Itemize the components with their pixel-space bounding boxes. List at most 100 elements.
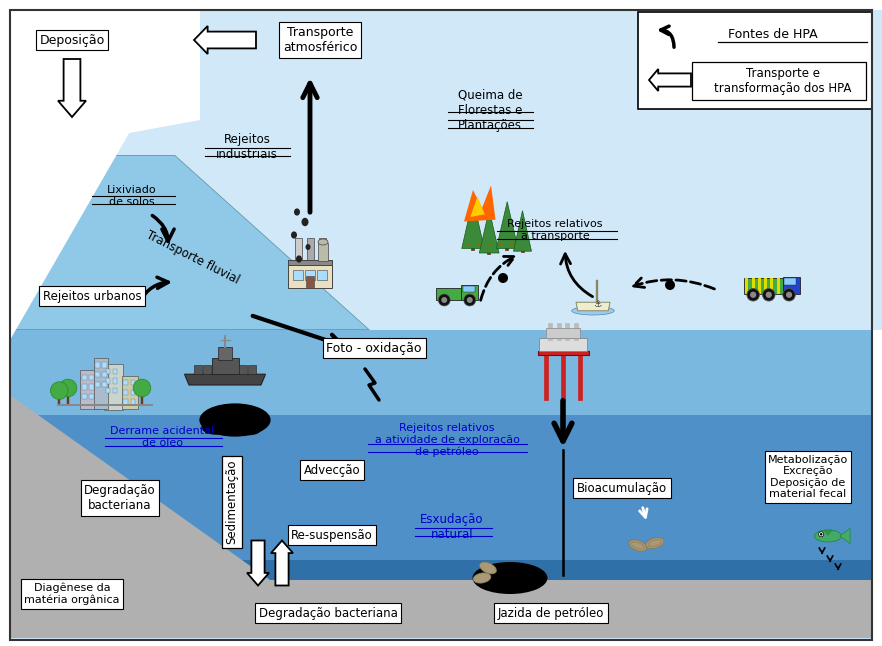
Bar — [93, 358, 108, 409]
Bar — [758, 278, 761, 294]
Text: Fontes de HPA: Fontes de HPA — [729, 28, 818, 41]
Circle shape — [50, 382, 68, 399]
Bar — [82, 394, 86, 399]
Ellipse shape — [477, 243, 481, 245]
Bar — [212, 358, 238, 374]
Polygon shape — [649, 69, 691, 91]
Text: Foto - oxidação: Foto - oxidação — [326, 342, 422, 355]
Bar — [546, 328, 580, 338]
Bar — [10, 580, 872, 638]
Text: Rejeitos
industriais: Rejeitos industriais — [216, 133, 278, 161]
Bar — [436, 288, 461, 300]
Text: Degradação
bacteriana: Degradação bacteriana — [84, 484, 156, 512]
Circle shape — [786, 291, 792, 298]
Bar — [218, 347, 232, 360]
Ellipse shape — [572, 306, 614, 315]
Circle shape — [750, 291, 756, 298]
Text: ⚓: ⚓ — [593, 300, 602, 309]
Bar — [461, 285, 478, 300]
Polygon shape — [464, 185, 496, 222]
Text: Rejeitos urbanos: Rejeitos urbanos — [42, 289, 141, 302]
Bar — [293, 270, 303, 280]
Circle shape — [783, 289, 796, 301]
Circle shape — [498, 273, 508, 283]
Bar — [122, 375, 138, 409]
Bar — [131, 380, 135, 385]
Ellipse shape — [237, 424, 261, 435]
Bar — [239, 365, 247, 374]
Polygon shape — [479, 210, 499, 253]
Text: Transporte
atmosférico: Transporte atmosférico — [283, 26, 357, 54]
Polygon shape — [184, 374, 265, 385]
Bar — [95, 382, 100, 387]
Ellipse shape — [199, 403, 271, 437]
Bar — [95, 372, 100, 377]
Ellipse shape — [291, 231, 297, 238]
Bar — [784, 278, 796, 286]
Bar — [106, 369, 110, 374]
Circle shape — [133, 379, 151, 397]
Bar — [82, 375, 86, 380]
Bar — [295, 238, 302, 263]
Bar — [123, 390, 128, 395]
Bar — [106, 388, 110, 393]
Circle shape — [441, 297, 447, 303]
Bar — [638, 12, 872, 109]
Text: Lixiviado
de solos: Lixiviado de solos — [108, 185, 157, 207]
Text: Advecção: Advecção — [303, 463, 361, 477]
Bar — [783, 277, 800, 294]
Ellipse shape — [202, 421, 230, 435]
Bar — [113, 369, 117, 374]
Bar — [89, 384, 93, 390]
Polygon shape — [513, 211, 532, 251]
Polygon shape — [271, 541, 293, 585]
Polygon shape — [10, 10, 882, 330]
Ellipse shape — [814, 530, 841, 542]
Bar — [102, 382, 107, 387]
Text: Jazida de petróleo: Jazida de petróleo — [497, 607, 604, 620]
Bar — [317, 270, 327, 280]
Bar — [56, 404, 153, 406]
Polygon shape — [10, 155, 370, 330]
Ellipse shape — [499, 243, 503, 245]
Ellipse shape — [480, 562, 497, 574]
Polygon shape — [10, 10, 200, 155]
Polygon shape — [497, 202, 518, 249]
Ellipse shape — [646, 537, 664, 548]
Text: Rejeitos relativos
a transporte: Rejeitos relativos a transporte — [507, 219, 602, 241]
Bar — [89, 375, 93, 380]
Text: Metabolização
Excreção
Deposição de
material fecal: Metabolização Excreção Deposição de mate… — [768, 455, 848, 499]
Polygon shape — [10, 10, 200, 340]
Ellipse shape — [489, 243, 492, 245]
Bar — [123, 380, 128, 385]
Bar — [10, 415, 872, 560]
Bar — [80, 370, 98, 409]
Circle shape — [665, 280, 675, 290]
Bar — [764, 278, 767, 294]
Text: Queima de
Florestas e
Plantações: Queima de Florestas e Plantações — [458, 89, 522, 132]
Bar — [106, 379, 110, 384]
Circle shape — [59, 379, 77, 397]
Text: Rejeitos relativos
a atividade de exploração
de petróleo: Rejeitos relativos a atividade de explor… — [375, 423, 519, 457]
Bar — [776, 278, 780, 294]
Polygon shape — [840, 528, 850, 544]
Bar — [131, 390, 135, 395]
Bar — [102, 362, 107, 368]
Bar — [288, 260, 332, 265]
Text: Diagênese da
matéria orgânica: Diagênese da matéria orgânica — [24, 583, 120, 605]
Bar — [89, 394, 93, 399]
Circle shape — [467, 297, 473, 303]
Bar — [318, 238, 325, 263]
Circle shape — [763, 289, 775, 301]
Circle shape — [766, 291, 772, 298]
Polygon shape — [470, 196, 485, 217]
Ellipse shape — [473, 562, 548, 594]
Ellipse shape — [296, 255, 302, 263]
Bar — [113, 388, 117, 393]
Bar — [113, 379, 117, 384]
Polygon shape — [10, 395, 270, 580]
Bar — [249, 365, 256, 374]
Bar — [537, 351, 588, 355]
Text: Transporte fluvial: Transporte fluvial — [145, 229, 242, 287]
Polygon shape — [462, 199, 484, 249]
